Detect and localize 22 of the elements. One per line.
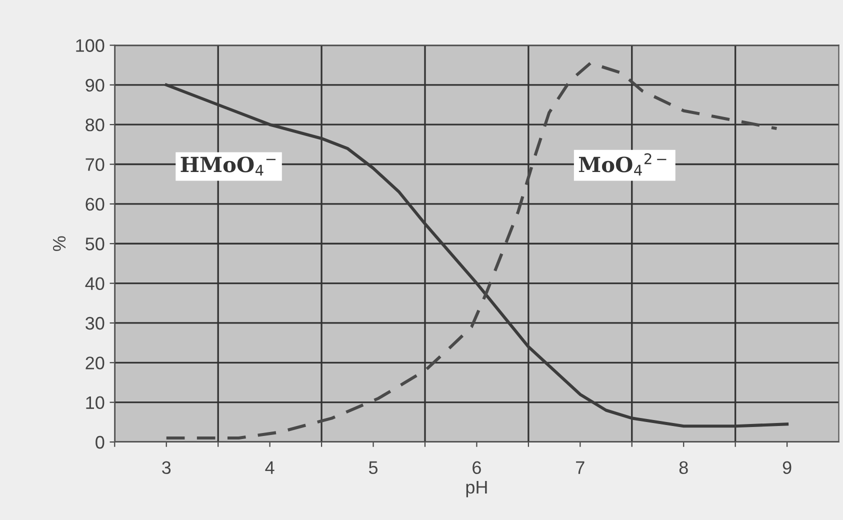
x-tick-label: 8 — [679, 461, 688, 474]
y-tick-label: 10 — [86, 396, 104, 410]
y-tick-label: 100 — [76, 39, 104, 52]
y-tick-label: 50 — [86, 238, 104, 250]
x-tick-label: 6 — [472, 461, 481, 474]
series-label: MoO$_{4}$$^{2−}$ — [578, 153, 666, 176]
x-tick-label: 5 — [368, 461, 378, 474]
y-tick-label: 80 — [86, 118, 104, 132]
x-tick-label: 7 — [576, 461, 584, 474]
y-tick-label: 70 — [86, 158, 104, 171]
series-label: HMoO$_{4}$$^{−}$ — [180, 156, 276, 176]
y-tick-label: 60 — [86, 198, 104, 211]
x-tick-label: 4 — [265, 461, 274, 474]
x-tick-label: 3 — [162, 461, 171, 474]
y-tick-label: 30 — [86, 316, 104, 330]
y-tick-label: 90 — [86, 78, 104, 92]
y-tick-label: 0 — [96, 436, 104, 449]
y-tick-label: 40 — [85, 277, 104, 290]
x-tick-label: 9 — [782, 461, 792, 474]
x-axis-title: pH — [466, 481, 487, 498]
y-axis-title: % — [52, 236, 66, 252]
y-tick-label: 20 — [86, 356, 104, 370]
